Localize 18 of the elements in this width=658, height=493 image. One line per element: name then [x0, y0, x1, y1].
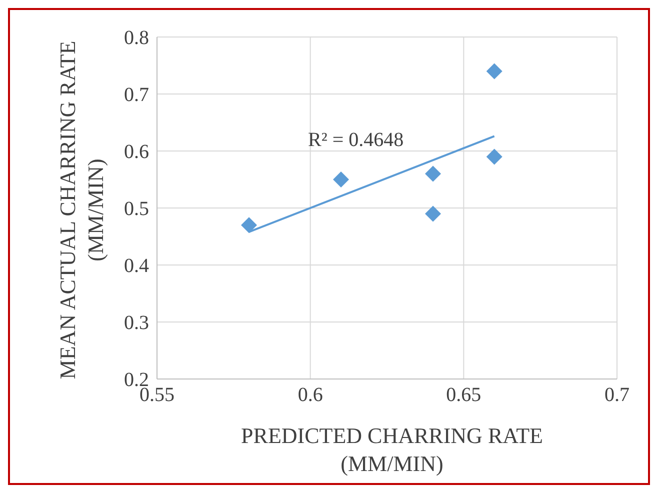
- x-tick-label: 0.7: [604, 384, 630, 406]
- x-axis-title: PREDICTED CHARRING RATE (MM/MIN): [240, 422, 544, 478]
- y-tick-label: 0.6: [124, 141, 149, 164]
- point: [425, 206, 441, 222]
- y-tick-label: 0.4: [124, 255, 149, 278]
- y-axis-title: MEAN ACTUAL CHARRING RATE (MM/MIN): [54, 40, 109, 382]
- y-tick-label: 0.7: [124, 84, 149, 106]
- y-tick-label: 0.5: [124, 198, 149, 220]
- point: [425, 166, 441, 182]
- x-tick-label: 0.6: [298, 384, 323, 406]
- y-tick-label: 0.3: [124, 312, 149, 334]
- point: [333, 172, 349, 188]
- y-tick-label: 0.8: [124, 27, 149, 50]
- point: [486, 63, 502, 80]
- point: [486, 148, 502, 165]
- point: [241, 217, 257, 234]
- x-tick-label: 0.65: [446, 384, 482, 406]
- annotation: R² = 0.4648: [308, 129, 404, 152]
